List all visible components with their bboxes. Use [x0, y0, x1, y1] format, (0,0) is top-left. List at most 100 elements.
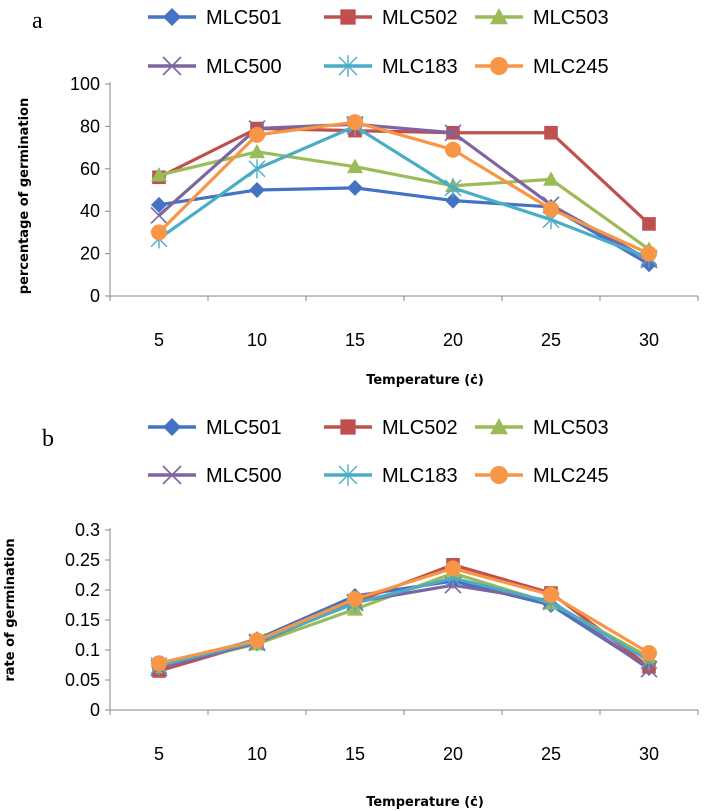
legend-marker-mlc500-b: [162, 465, 182, 485]
series-line-mlc500-b: [158, 583, 650, 671]
point-mlc503-a: [151, 167, 167, 182]
y-tick-label-b: 0.2: [75, 580, 100, 600]
legend-label-mlc501-a: MLC501: [206, 7, 282, 29]
series-mlc245-a: [151, 114, 657, 262]
point-mlc500-a: [444, 124, 462, 142]
x-axis-title-b: Temperature (ċ): [366, 795, 484, 810]
legend-label-mlc500-a: MLC500: [206, 56, 282, 78]
point-mlc245-a: [347, 114, 363, 131]
series-line-mlc502-a: [158, 126, 651, 226]
y-tick-label-a: 20: [80, 244, 100, 264]
legend-label-mlc245-a: MLC245: [533, 56, 609, 78]
point-mlc245-b: [151, 655, 167, 672]
point-mlc245-a: [641, 245, 657, 262]
legend-label-mlc503-a: MLC503: [533, 7, 609, 29]
legend-item-mlc183-b: MLC183: [324, 464, 458, 487]
series-line-mlc501-a: [158, 186, 650, 266]
legend-item-mlc501-a: MLC501: [148, 7, 282, 29]
legend-marker-mlc500-a: [162, 56, 182, 76]
y-tick-label-a: 60: [80, 159, 100, 179]
legend-label-mlc245-b: MLC245: [533, 465, 609, 487]
y-tick-label-b: 0.05: [65, 670, 100, 690]
legend-label-mlc502-b: MLC502: [382, 417, 458, 439]
point-mlc245-b: [347, 591, 363, 607]
point-mlc503-a: [249, 143, 265, 159]
x-tick-label-b: 10: [247, 744, 267, 764]
point-mlc245-b: [641, 645, 657, 661]
legend-marker-mlc245-b: [490, 466, 508, 484]
x-tick-label-a: 30: [639, 330, 659, 350]
x-tick-label-a: 15: [345, 330, 365, 350]
x-tick-label-a: 5: [154, 330, 164, 350]
axes-b: 0 0.05 0.1 0.15 0.2 0.25 0.3 5 10 15 20 25 30: [65, 520, 699, 764]
x-tick-label-b: 20: [443, 744, 463, 764]
legend-marker-mlc501-b: [163, 418, 181, 436]
y-axis-title-b: rate of germination: [3, 538, 18, 681]
series-line-mlc245-a: [157, 120, 650, 256]
y-tick-label-a: 80: [80, 116, 100, 136]
chart-panel-a: a percentage of germination Temperature …: [17, 7, 699, 388]
x-tick-label-b: 25: [541, 744, 561, 764]
x-tick-label-a: 10: [247, 330, 267, 350]
legend-b: MLC501 MLC502 MLC503 MLC500 MLC183 MLC245: [148, 417, 609, 487]
legend-marker-mlc183-b: [338, 464, 358, 486]
point-mlc245-b: [543, 586, 559, 603]
x-tick-label-a: 25: [541, 330, 561, 350]
legend-label-mlc503-b: MLC503: [533, 417, 609, 439]
series-line-mlc183-a: [158, 124, 650, 260]
series-mlc245-b: [151, 560, 657, 672]
legend-item-mlc503-a: MLC503: [475, 7, 609, 29]
legend-marker-mlc502-a: [340, 9, 356, 25]
legend-marker-mlc501-a: [163, 8, 181, 26]
y-tick-label-b: 0: [90, 700, 100, 720]
point-mlc183-a: [248, 159, 266, 179]
series-mlc501-b: [151, 573, 657, 676]
legend-item-mlc183-a: MLC183: [324, 55, 458, 78]
point-mlc245-b: [249, 632, 265, 649]
x-axis-title-a: Temperature (ċ): [366, 373, 484, 388]
axes-a: 0 20 40 60 80 100 5 10 15 20 25 30: [70, 74, 699, 350]
point-mlc245-a: [445, 141, 461, 158]
series-line-mlc245-b: [158, 566, 650, 665]
series-group-b: [150, 558, 658, 678]
x-tick-label-b: 30: [639, 744, 659, 764]
legend-marker-mlc502-b: [340, 419, 356, 435]
point-mlc501-a: [347, 179, 363, 196]
point-mlc502-a: [544, 125, 558, 140]
point-mlc183-a: [444, 178, 462, 198]
legend-label-mlc502-a: MLC502: [382, 7, 458, 29]
series-mlc501-a: [151, 179, 657, 273]
y-tick-label-b: 0.25: [65, 550, 100, 570]
series-mlc183-a: [150, 116, 658, 268]
legend-a: MLC501 MLC502 MLC503 MLC500 MLC183 MLC245: [148, 7, 609, 78]
y-tick-label-a: 100: [70, 74, 100, 94]
legend-item-mlc501-b: MLC501: [148, 417, 282, 439]
point-mlc245-b: [445, 560, 461, 577]
series-group-a: [150, 114, 658, 273]
legend-marker-mlc245-a: [490, 57, 508, 75]
legend-label-mlc183-a: MLC183: [382, 56, 458, 78]
y-tick-label-a: 0: [90, 286, 100, 306]
legend-item-mlc502-b: MLC502: [324, 417, 458, 439]
legend-marker-mlc183-a: [338, 55, 358, 77]
legend-item-mlc500-b: MLC500: [148, 465, 282, 487]
point-mlc245-a: [151, 224, 167, 241]
x-tick-label-a: 20: [443, 330, 463, 350]
point-mlc503-a: [347, 158, 363, 174]
point-mlc501-a: [151, 196, 167, 213]
point-mlc501-a: [445, 192, 461, 209]
point-mlc245-a: [249, 126, 265, 143]
point-mlc501-a: [249, 182, 265, 198]
y-tick-label-b: 0.3: [75, 520, 100, 540]
legend-item-mlc502-a: MLC502: [324, 7, 458, 29]
chart-panel-b: b rate of germination Temperature (ċ) 0 0…: [3, 417, 699, 810]
series-line-mlc503-a: [158, 150, 650, 251]
point-mlc245-a: [543, 201, 559, 218]
legend-item-mlc245-a: MLC245: [475, 56, 609, 78]
point-mlc502-a: [642, 217, 656, 231]
x-tick-label-b: 15: [345, 744, 365, 764]
panel-letter-b: b: [42, 426, 54, 452]
y-tick-label-b: 0.15: [65, 610, 100, 630]
legend-label-mlc183-b: MLC183: [382, 465, 458, 487]
legend-label-mlc501-b: MLC501: [206, 417, 282, 439]
